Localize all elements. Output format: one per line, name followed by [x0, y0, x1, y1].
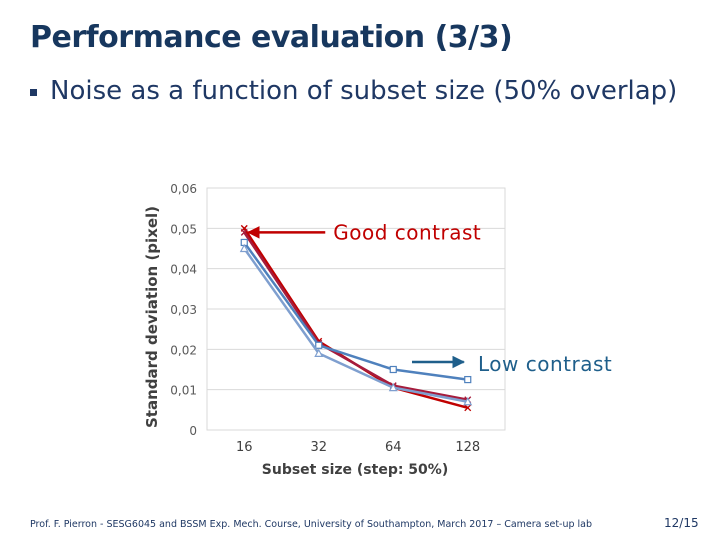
y-tick-label: 0,03 — [170, 303, 197, 317]
series-line — [243, 227, 469, 410]
data-point-triangle-marker — [314, 348, 324, 357]
series-line — [243, 231, 468, 401]
y-tick-label: 0,02 — [170, 343, 197, 357]
data-point-square-marker — [315, 341, 323, 349]
bullet-text: Noise as a function of subset size (50% … — [50, 76, 678, 106]
data-point-x-marker — [464, 404, 472, 412]
x-tick-label: 32 — [310, 440, 327, 455]
y-tick-label: 0,05 — [170, 222, 197, 236]
x-tick-label: 128 — [455, 440, 480, 455]
y-tick-label: 0,04 — [170, 263, 197, 277]
x-tick-label: 16 — [236, 440, 253, 455]
good-contrast-label: Good contrast — [333, 220, 481, 244]
data-point-triangle-marker — [388, 382, 398, 392]
y-tick-label: 0 — [189, 424, 197, 438]
series-line — [243, 241, 468, 381]
data-point-square-marker — [464, 375, 472, 384]
slide-title: Performance evaluation (3/3) — [30, 20, 513, 55]
slide-footer: Prof. F. Pierron - SESG6045 and BSSM Exp… — [30, 519, 593, 530]
series-line — [243, 247, 468, 403]
page-number: 12/15 — [664, 516, 699, 530]
x-axis-title: Subset size (step: 50%) — [262, 462, 448, 478]
y-tick-label: 0,01 — [170, 384, 197, 398]
data-point-x-marker — [240, 228, 248, 236]
low-contrast-label: Low contrast — [478, 352, 612, 376]
data-point-square-marker — [389, 365, 397, 374]
data-point-triangle-marker — [463, 397, 473, 406]
x-tick-label: 64 — [385, 440, 402, 455]
y-tick-label: 0,06 — [170, 182, 197, 196]
data-point-triangle-marker — [239, 243, 249, 253]
bullet-square-icon — [30, 89, 37, 96]
y-axis-title: Standard deviation (pixel) — [143, 206, 161, 428]
